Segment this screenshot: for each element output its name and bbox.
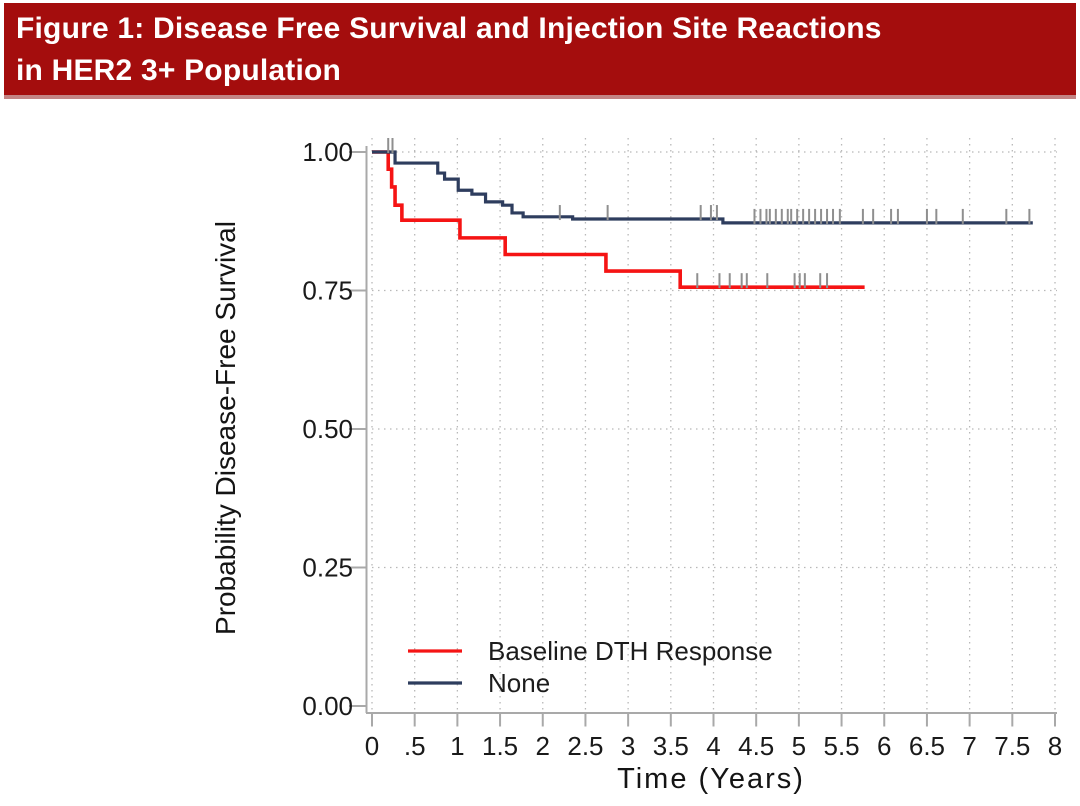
x-tick-label: 6.5 <box>909 731 945 761</box>
survival-curve-baseline-dth <box>372 150 865 289</box>
x-tick-label: 6 <box>877 731 891 761</box>
figure-title: Figure 1: Disease Free Survival and Inje… <box>16 8 1064 92</box>
survival-curves <box>372 150 1033 289</box>
x-tick-label: 7 <box>962 731 976 761</box>
y-tick-label: 0.75 <box>302 276 353 306</box>
legend-label-none: None <box>488 668 550 698</box>
x-tick-label: 8 <box>1048 731 1062 761</box>
x-tick-label: 5.5 <box>823 731 859 761</box>
x-tick-label: 7.5 <box>994 731 1030 761</box>
y-tick-label: 1.00 <box>302 137 353 167</box>
x-tick-label: 5 <box>792 731 806 761</box>
axes <box>349 146 1057 727</box>
x-tick-label: 4.5 <box>738 731 774 761</box>
x-tick-label: 0 <box>365 731 379 761</box>
x-tick-label: 1.5 <box>482 731 518 761</box>
gridlines <box>371 138 1057 710</box>
tick-labels: 1.00 0.75 0.50 0.25 0.00 0 .5 1 1.5 2 2.5 3 3.5 4 4.5 5… <box>302 137 1062 761</box>
x-tick-label: 2 <box>536 731 550 761</box>
figure-title-line1: Figure 1: Disease Free Survival and Inje… <box>16 12 882 45</box>
x-tick-label: 2.5 <box>567 731 603 761</box>
survival-curve-none <box>372 150 1033 225</box>
x-tick-label: .5 <box>404 731 426 761</box>
legend: Baseline DTH Response None <box>408 636 773 698</box>
figure-title-banner: Figure 1: Disease Free Survival and Inje… <box>4 3 1076 99</box>
km-chart-canvas: 1.00 0.75 0.50 0.25 0.00 0 .5 1 1.5 2 2.5 3 3.5 4 4.5 5… <box>210 137 1062 795</box>
y-tick-label: 0.00 <box>302 691 353 721</box>
y-axis-title: Probability Disease-Free Survival <box>210 221 241 635</box>
x-tick-label: 3 <box>621 731 635 761</box>
y-tick-label: 0.25 <box>302 553 353 583</box>
x-tick-label: 1 <box>450 731 464 761</box>
km-survival-chart: 1.00 0.75 0.50 0.25 0.00 0 .5 1 1.5 2 2.5 3 3.5 4 4.5 5… <box>0 100 1080 801</box>
x-tick-label: 4 <box>706 731 720 761</box>
x-axis-title: Time (Years) <box>617 763 805 795</box>
censor-marks <box>387 138 1031 289</box>
figure-title-line2: in HER2 3+ Population <box>16 54 342 87</box>
legend-label-baseline-dth: Baseline DTH Response <box>488 636 773 666</box>
x-tick-label: 3.5 <box>653 731 689 761</box>
y-tick-label: 0.50 <box>302 414 353 444</box>
